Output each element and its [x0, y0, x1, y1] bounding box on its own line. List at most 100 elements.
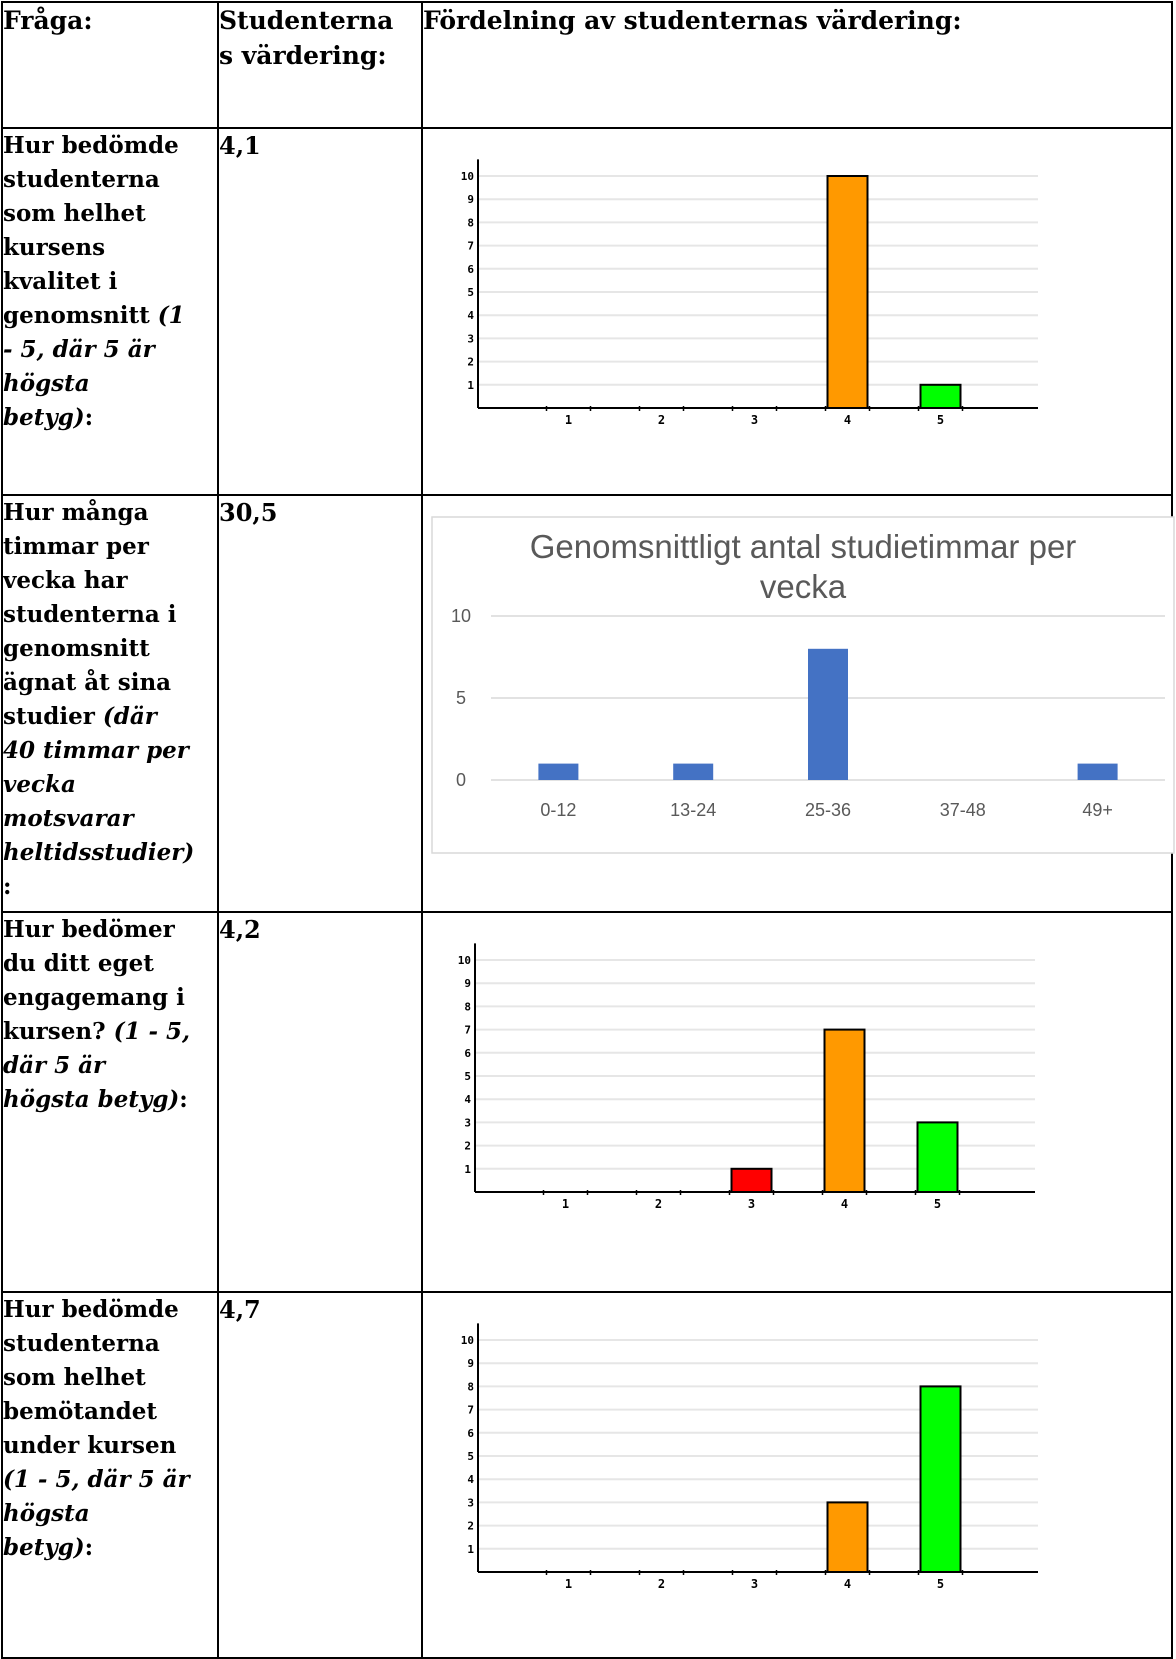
- x-tick-label: 3: [751, 413, 758, 427]
- y-tick-label: 3: [464, 1116, 471, 1129]
- bar: [538, 763, 579, 780]
- y-tick-label: 3: [467, 332, 474, 345]
- x-tick-label: 5: [934, 1197, 941, 1211]
- x-tick-label: 37-48: [940, 800, 986, 820]
- y-tick-label: 9: [467, 193, 474, 206]
- question-cell: Hur bedömde studenterna som helhet bemötand…: [1, 1291, 219, 1659]
- rating-value: 4,7: [219, 1295, 261, 1324]
- x-tick-label: 5: [937, 1577, 944, 1591]
- y-tick-label: 5: [464, 1070, 471, 1083]
- y-tick-label: 1: [464, 1163, 471, 1176]
- y-tick-label: 2: [467, 1520, 474, 1533]
- y-tick-label: 1: [467, 1543, 474, 1556]
- distribution-cell: 1 2 3 4 5 6 7 8 9 10 1 2 3 4 5: [421, 1291, 1173, 1659]
- header-question: Fråga:: [1, 1, 219, 129]
- y-tick-label: 0: [456, 770, 466, 790]
- table-row: Hur många timmar per vecka har studenterna …: [1, 494, 1175, 913]
- x-tick-label: 2: [658, 413, 665, 427]
- y-tick-label: 7: [464, 1024, 471, 1037]
- y-tick-label: 6: [467, 1427, 474, 1440]
- bar: [823, 1028, 866, 1193]
- x-tick-label: 1: [562, 1197, 569, 1211]
- treatment-chart: 1 2 3 4 5 6 7 8 9 10 1 2 3 4 5: [461, 1323, 1038, 1591]
- y-tick-label: 8: [467, 216, 474, 229]
- rating-value: 4,1: [219, 131, 261, 160]
- x-tick-label: 3: [748, 1197, 755, 1211]
- y-tick-label: 3: [467, 1496, 474, 1509]
- y-tick-label: 1: [467, 379, 474, 392]
- header-rating: Studenterna s värdering:: [217, 1, 423, 129]
- y-tick-label: 9: [464, 977, 471, 990]
- y-tick-label: 2: [464, 1140, 471, 1153]
- rating-value: 4,2: [219, 915, 261, 944]
- y-tick-label: 9: [467, 1357, 474, 1370]
- bar: [919, 383, 962, 410]
- header-distribution-label: Fördelning av studenternas värdering:: [423, 6, 962, 35]
- y-tick-label: 6: [467, 263, 474, 276]
- x-tick-label: 1: [565, 413, 572, 427]
- y-tick-label: 7: [467, 240, 474, 253]
- y-tick-label: 4: [464, 1093, 471, 1106]
- bar: [826, 1501, 869, 1573]
- question-text: Hur bedömde studenterna som helhet bemötand…: [3, 1296, 190, 1561]
- header-distribution: Fördelning av studenternas värdering:: [421, 1, 1173, 129]
- y-tick-label: 2: [467, 356, 474, 369]
- question-text: Hur många timmar per vecka har studenterna …: [3, 499, 195, 900]
- question-text: Hur bedömer du ditt eget engagemang i kurse…: [3, 916, 191, 1113]
- y-tick-label: 8: [467, 1380, 474, 1393]
- x-tick-label: 4: [841, 1197, 848, 1211]
- rating-cell: 30,5: [217, 494, 423, 913]
- header-row: Fråga: Studenterna s värdering: Fördelnin…: [1, 1, 1173, 129]
- question-cell: Hur bedömde studenterna som helhet kursens k…: [1, 127, 219, 496]
- table-row: Hur bedömde studenterna som helhet kursens k…: [1, 127, 1173, 496]
- hours-chart: Genomsnittligt antal studietimmar per vec…: [431, 516, 1175, 854]
- header-rating-line1: Studenterna: [219, 6, 394, 35]
- x-tick-label: 3: [751, 1577, 758, 1591]
- x-tick-label: 5: [937, 413, 944, 427]
- y-tick-label: 4: [467, 309, 474, 322]
- x-tick-label: 2: [658, 1577, 665, 1591]
- x-tick-label: 2: [655, 1197, 662, 1211]
- distribution-cell: Genomsnittligt antal studietimmar per vec…: [421, 494, 1175, 913]
- bar: [1077, 763, 1118, 780]
- y-tick-label: 6: [464, 1047, 471, 1060]
- x-tick-label: 0-12: [540, 800, 576, 820]
- y-tick-label: 10: [461, 170, 474, 183]
- engagement-chart: 1 2 3 4 5 6 7 8 9 10 1 2 3 4 5: [458, 943, 1035, 1211]
- x-tick-label: 13-24: [670, 800, 716, 820]
- y-tick-label: 10: [451, 606, 471, 626]
- distribution-cell: 1 2 3 4 5 6 7 8 9 10 1 2 3 4 5: [421, 911, 1173, 1293]
- y-tick-label: 4: [467, 1473, 474, 1486]
- table-row: Hur bedömde studenterna som helhet bemötand…: [1, 1291, 1173, 1659]
- y-tick-label: 5: [467, 1450, 474, 1463]
- x-tick-label: 4: [844, 1577, 851, 1591]
- y-tick-label: 10: [458, 954, 471, 967]
- rating-cell: 4,1: [217, 127, 423, 496]
- bar: [916, 1121, 959, 1193]
- chart-frame: [431, 516, 1175, 854]
- question-text: Hur bedömde studenterna som helhet kursens k…: [3, 132, 185, 431]
- header-question-label: Fråga:: [3, 6, 93, 35]
- y-tick-label: 5: [456, 688, 466, 708]
- y-tick-label: 10: [461, 1334, 474, 1347]
- bar: [826, 175, 869, 409]
- distribution-cell: 1 2 3 4 5 6 7 8 9 10 1 2 3 4 5: [421, 127, 1173, 496]
- table-row: Hur bedömer du ditt eget engagemang i kurse…: [1, 911, 1173, 1293]
- bar: [919, 1385, 962, 1574]
- x-tick-label: 49+: [1082, 800, 1113, 820]
- bar: [673, 763, 714, 780]
- y-tick-label: 5: [467, 286, 474, 299]
- x-tick-label: 4: [844, 413, 851, 427]
- bar: [808, 648, 848, 780]
- x-tick-label: 25-36: [805, 800, 851, 820]
- rating-chart: 1 2 3 4 5 6 7 8 9 10 1 2 3 4 5: [461, 159, 1038, 427]
- x-tick-label: 1: [565, 1577, 572, 1591]
- question-cell: Hur många timmar per vecka har studenterna …: [1, 494, 219, 913]
- question-cell: Hur bedömer du ditt eget engagemang i kurse…: [1, 911, 219, 1293]
- rating-cell: 4,2: [217, 911, 423, 1293]
- y-tick-label: 7: [467, 1404, 474, 1417]
- rating-cell: 4,7: [217, 1291, 423, 1659]
- bar: [730, 1167, 773, 1194]
- rating-value: 30,5: [219, 498, 278, 527]
